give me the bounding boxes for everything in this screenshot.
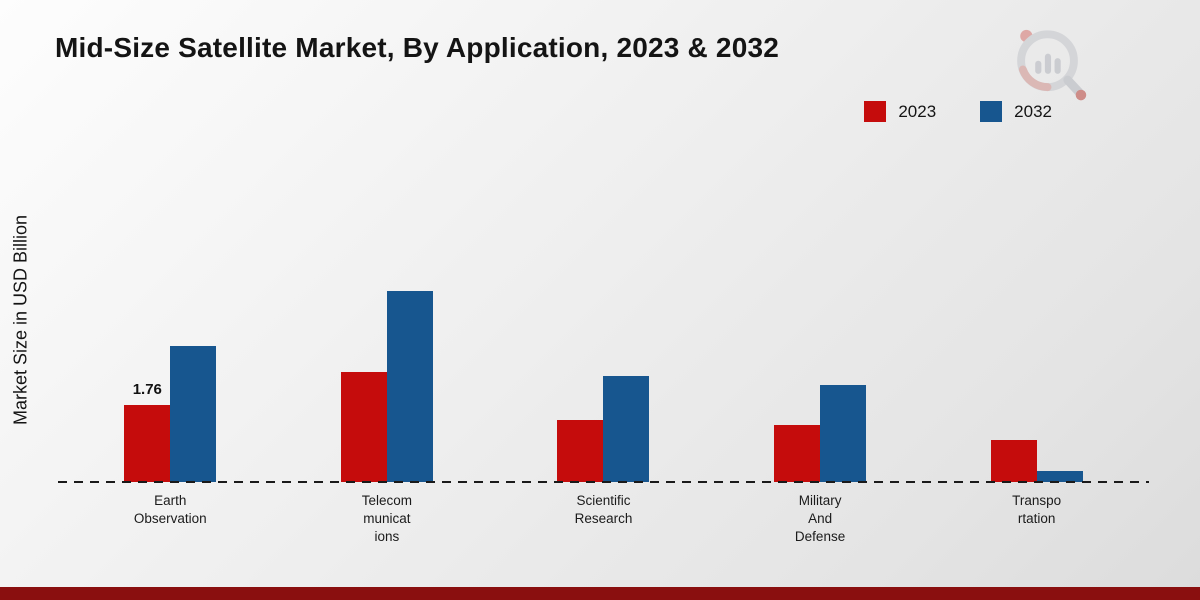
bar-2032 — [170, 345, 217, 482]
y-axis-label: Market Size in USD Billion — [10, 214, 31, 426]
x-axis-baseline — [58, 481, 1149, 483]
legend-swatch-2023 — [864, 101, 887, 122]
category-label: Military And Defense — [794, 493, 846, 545]
category-group: Scientific Research — [495, 150, 712, 526]
legend-label-2023: 2023 — [898, 101, 937, 121]
bar-2032 — [386, 290, 433, 482]
category-group: 1.76 Earth Observation — [62, 150, 279, 526]
bar-2032 — [820, 385, 867, 482]
bar-2032 — [1036, 471, 1083, 482]
category-group: Military And Defense — [712, 150, 929, 544]
category-label: Scientific Research — [574, 493, 633, 527]
bar-2023 — [340, 372, 387, 482]
footer-accent-bar — [0, 587, 1200, 600]
legend-label-2032: 2032 — [1014, 101, 1052, 121]
plot-area: 1.76 Earth Observation Telecom municat ion… — [62, 150, 1145, 544]
bar-2023 — [774, 424, 821, 482]
bar-2032 — [603, 376, 650, 482]
category-label: Earth Observation — [133, 493, 207, 527]
chart-title: Mid-Size Satellite Market, By Applicatio… — [55, 32, 780, 63]
legend-item-2032: 2032 — [980, 101, 1052, 122]
category-label: Transpo rtation — [1012, 493, 1062, 527]
bar-2023: 1.76 — [124, 381, 171, 482]
bar-2023 — [990, 440, 1037, 482]
category-group: Transpo rtation — [928, 150, 1145, 526]
category-label: Telecom municat ions — [361, 493, 413, 545]
bar-value-label: 1.76 — [132, 380, 162, 398]
market-research-logo-icon — [1017, 29, 1087, 101]
legend-swatch-2032 — [980, 101, 1003, 122]
legend-item-2023: 2023 — [864, 101, 936, 122]
chart-area: 1.76 Earth Observation Telecom municat ion… — [58, 150, 1149, 544]
category-group: Telecom municat ions — [279, 150, 496, 544]
bar-2023 — [557, 420, 604, 482]
legend: 2023 2032 — [864, 101, 1052, 122]
